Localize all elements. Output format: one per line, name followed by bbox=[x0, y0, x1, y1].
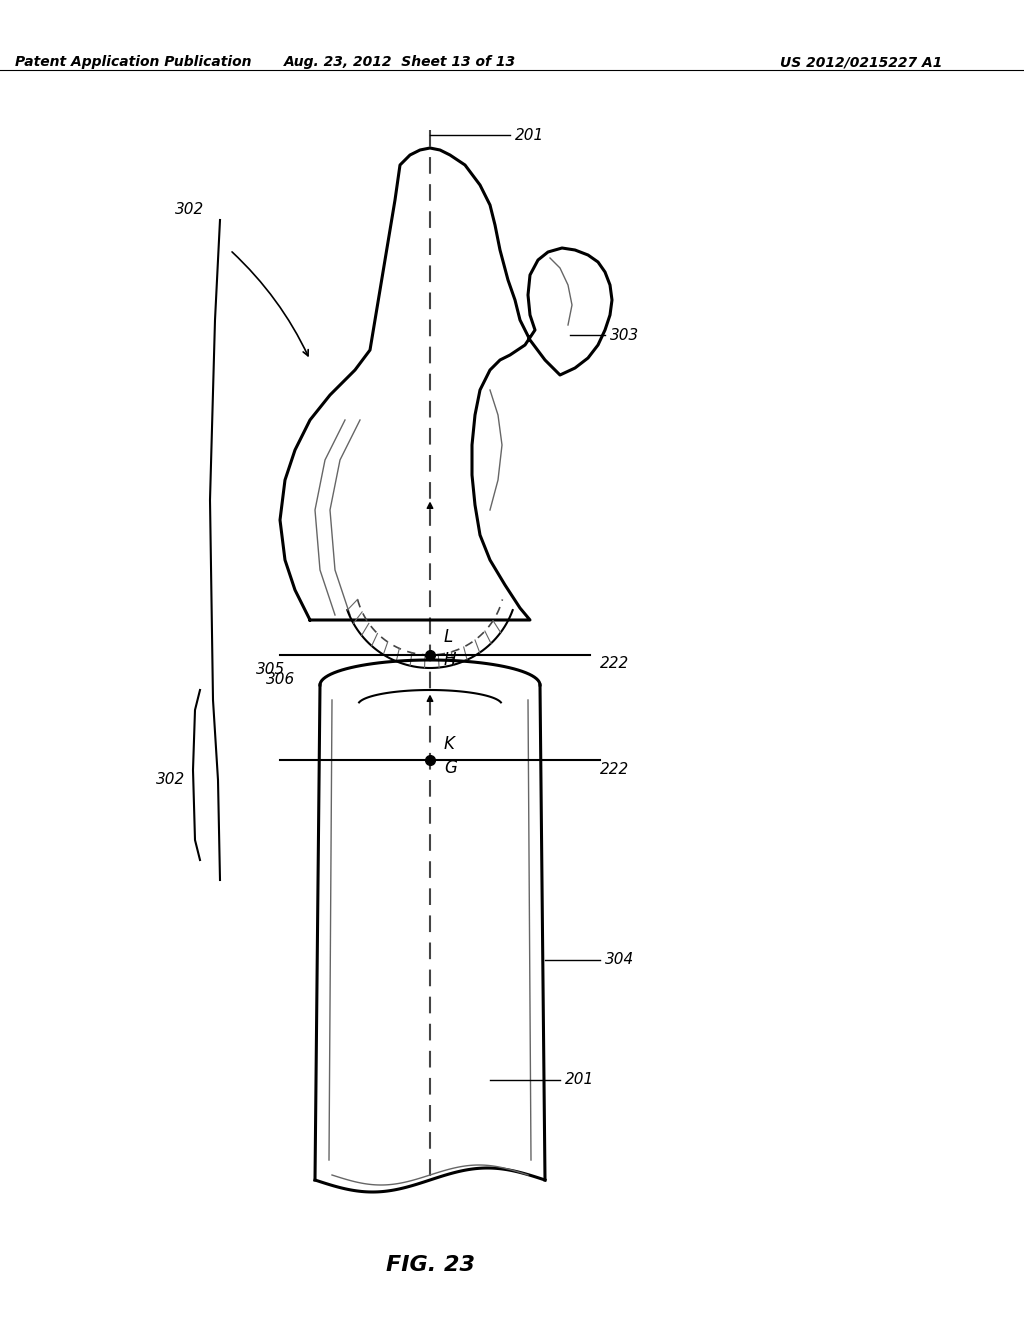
Text: 302: 302 bbox=[175, 202, 204, 218]
Text: H: H bbox=[444, 651, 457, 669]
Text: K: K bbox=[444, 735, 455, 752]
Text: US 2012/0215227 A1: US 2012/0215227 A1 bbox=[780, 55, 942, 69]
Text: Patent Application Publication: Patent Application Publication bbox=[15, 55, 252, 69]
Text: 302: 302 bbox=[156, 772, 185, 788]
Text: 201: 201 bbox=[515, 128, 544, 143]
Text: 201: 201 bbox=[565, 1072, 594, 1088]
Text: Aug. 23, 2012  Sheet 13 of 13: Aug. 23, 2012 Sheet 13 of 13 bbox=[284, 55, 516, 69]
Text: 303: 303 bbox=[610, 327, 639, 342]
Text: L: L bbox=[444, 628, 454, 645]
Text: 222: 222 bbox=[600, 763, 630, 777]
Text: 305: 305 bbox=[256, 663, 285, 677]
Text: 306: 306 bbox=[266, 672, 295, 688]
Text: FIG. 23: FIG. 23 bbox=[385, 1255, 474, 1275]
Text: 222: 222 bbox=[600, 656, 630, 671]
Text: 304: 304 bbox=[605, 953, 634, 968]
Text: G: G bbox=[444, 759, 457, 777]
